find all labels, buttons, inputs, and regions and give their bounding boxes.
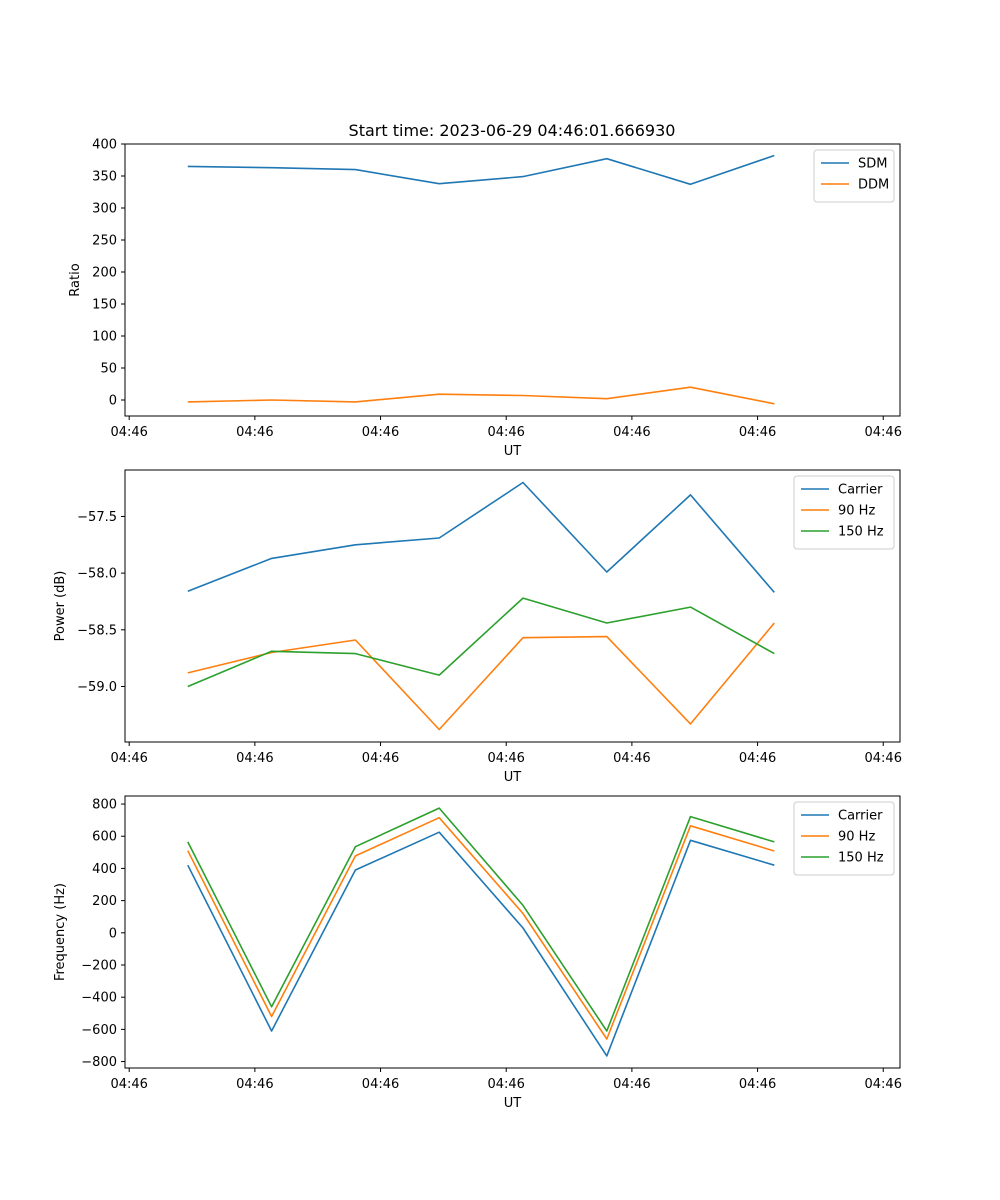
legend-label: Carrier bbox=[838, 483, 883, 498]
series-line-90-hz bbox=[187, 622, 775, 731]
x-tick-label: 04:46 bbox=[362, 425, 399, 440]
legend-label: SDM bbox=[858, 157, 887, 172]
y-tick-label: −59.0 bbox=[77, 680, 117, 695]
y-tick-label: 0 bbox=[109, 926, 117, 941]
x-axis-label: UT bbox=[504, 1096, 522, 1111]
x-tick-label: 04:46 bbox=[110, 425, 147, 440]
series-line-sdm bbox=[187, 154, 775, 186]
x-tick-label: 04:46 bbox=[362, 751, 399, 766]
y-tick-label: −400 bbox=[81, 991, 117, 1006]
y-tick-label: 350 bbox=[92, 170, 117, 185]
series-line-carrier bbox=[187, 481, 775, 593]
x-axis-label: UT bbox=[504, 770, 522, 785]
legend-label: 150 Hz bbox=[838, 525, 884, 540]
x-tick-label: 04:46 bbox=[110, 751, 147, 766]
x-tick-label: 04:46 bbox=[613, 751, 650, 766]
legend: Carrier 90 Hz 150 Hz bbox=[793, 801, 895, 876]
x-tick-label: 04:46 bbox=[865, 425, 902, 440]
legend-label: Carrier bbox=[838, 809, 883, 824]
panel-3: −800 −600 −400 −200 0 200 400 600 800 04:46 04:46 0… bbox=[53, 795, 902, 1111]
x-tick-label: 04:46 bbox=[110, 1077, 147, 1092]
y-tick-label: 300 bbox=[92, 202, 117, 217]
series-line-carrier bbox=[187, 831, 775, 1057]
x-tick-label: 04:46 bbox=[487, 1077, 524, 1092]
legend-label: DDM bbox=[858, 178, 889, 193]
legend-label: 90 Hz bbox=[838, 830, 875, 845]
x-tick-label: 04:46 bbox=[739, 1077, 776, 1092]
x-tick-label: 04:46 bbox=[236, 751, 273, 766]
plot-frame bbox=[124, 469, 901, 743]
x-tick-label: 04:46 bbox=[865, 1077, 902, 1092]
legend: SDM DDM bbox=[813, 149, 895, 203]
x-tick-label: 04:46 bbox=[613, 1077, 650, 1092]
y-tick-label: 200 bbox=[92, 894, 117, 909]
series-line-150-hz bbox=[187, 597, 775, 688]
x-tick-label: 04:46 bbox=[487, 751, 524, 766]
series-line-90-hz bbox=[187, 816, 775, 1040]
x-axis-label: UT bbox=[504, 444, 522, 459]
x-tick-label: 04:46 bbox=[739, 751, 776, 766]
y-tick-label: 400 bbox=[92, 138, 117, 153]
series-line-ddm bbox=[187, 386, 775, 405]
y-tick-label: −58.5 bbox=[77, 623, 117, 638]
y-tick-label: 0 bbox=[109, 394, 117, 409]
y-tick-label: 600 bbox=[92, 830, 117, 845]
x-tick-label: 04:46 bbox=[865, 751, 902, 766]
figure-title: Start time: 2023-06-29 04:46:01.666930 bbox=[349, 121, 676, 140]
legend-label: 150 Hz bbox=[838, 851, 884, 866]
y-axis-label: Frequency (Hz) bbox=[53, 883, 68, 981]
y-tick-label: 250 bbox=[92, 234, 117, 249]
y-tick-label: 400 bbox=[92, 862, 117, 877]
panel-2: −59.0 −58.5 −58.0 −57.5 04:46 04:46 04:46 04:46… bbox=[53, 469, 902, 785]
x-tick-label: 04:46 bbox=[236, 425, 273, 440]
y-tick-label: 100 bbox=[92, 330, 117, 345]
x-tick-label: 04:46 bbox=[613, 425, 650, 440]
x-tick-label: 04:46 bbox=[487, 425, 524, 440]
y-tick-label: −57.5 bbox=[77, 510, 117, 525]
legend-label: 90 Hz bbox=[838, 504, 875, 519]
plot-frame bbox=[124, 795, 901, 1069]
panel-1: 0 50 100 150 200 250 300 350 400 04:46 04:46 04:46 0… bbox=[68, 138, 902, 460]
y-tick-label: −800 bbox=[81, 1055, 117, 1070]
y-tick-label: 200 bbox=[92, 266, 117, 281]
x-tick-label: 04:46 bbox=[362, 1077, 399, 1092]
y-axis-label: Ratio bbox=[68, 263, 83, 296]
plot-frame bbox=[124, 143, 901, 417]
y-axis-label: Power (dB) bbox=[53, 571, 68, 642]
y-tick-label: −200 bbox=[81, 958, 117, 973]
x-tick-label: 04:46 bbox=[236, 1077, 273, 1092]
y-tick-label: 150 bbox=[92, 298, 117, 313]
y-tick-label: −58.0 bbox=[77, 567, 117, 582]
y-tick-label: 50 bbox=[100, 362, 117, 377]
y-tick-label: −600 bbox=[81, 1023, 117, 1038]
x-tick-label: 04:46 bbox=[739, 425, 776, 440]
y-tick-label: 800 bbox=[92, 798, 117, 813]
legend: Carrier 90 Hz 150 Hz bbox=[793, 475, 895, 550]
series-line-150-hz bbox=[187, 807, 775, 1032]
